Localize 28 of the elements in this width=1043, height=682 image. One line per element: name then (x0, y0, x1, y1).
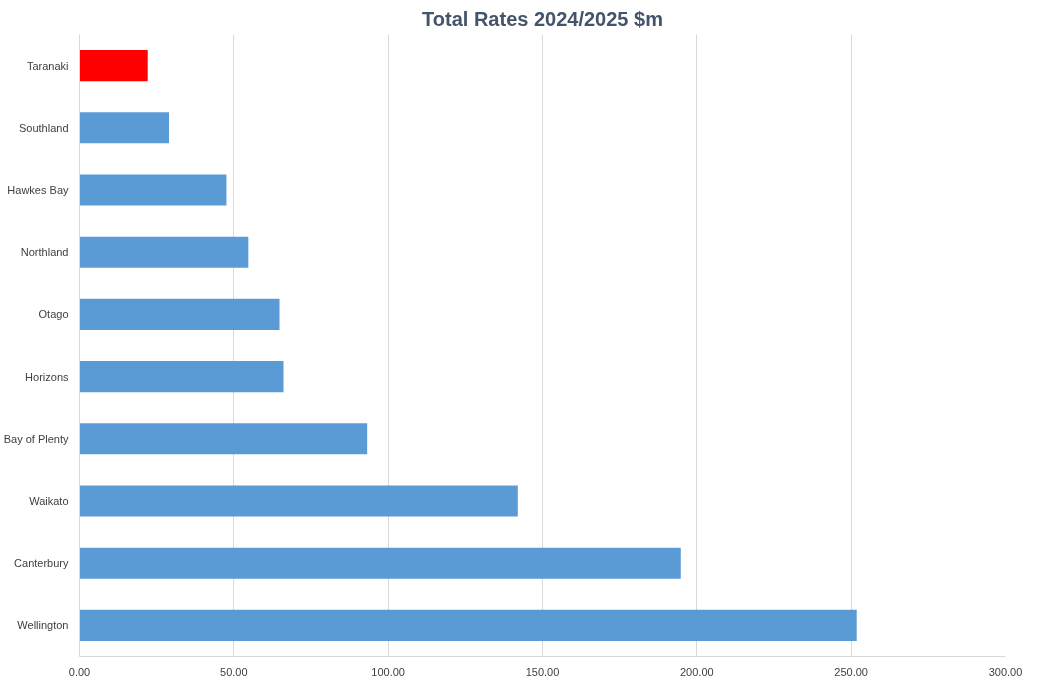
y-tick-label: Hawkes Bay (7, 184, 69, 196)
x-tick-label: 300.00 (988, 665, 1023, 678)
x-tick-label: 250.00 (834, 665, 868, 678)
bar (79, 609, 857, 641)
y-tick-label: Canterbury (14, 557, 69, 570)
bar (79, 236, 249, 268)
x-tick-label: 200.00 (680, 665, 714, 678)
bar (79, 547, 681, 579)
y-tick-label: Bay of Plenty (3, 432, 69, 445)
bar (79, 174, 227, 206)
x-tick-label: 50.00 (220, 665, 248, 678)
x-tick-label: 0.00 (68, 665, 91, 678)
x-tick-label: 150.00 (525, 665, 560, 678)
y-tick-label: Wellington (17, 619, 69, 632)
y-tick-label: Otago (38, 308, 69, 321)
y-tick-label: Horizons (25, 370, 69, 383)
y-tick-label: Northland (20, 246, 69, 259)
y-tick-label: Taranaki (26, 59, 69, 72)
bar (79, 50, 148, 82)
y-tick-label: Southland (18, 121, 69, 134)
y-tick-label: Waikato (29, 495, 69, 507)
bar (79, 298, 280, 330)
x-tick-label: 100.00 (371, 665, 405, 678)
bar (79, 485, 518, 517)
bar (79, 112, 170, 144)
chart-title: Total Rates 2024/2025 $m (422, 7, 663, 30)
bar (79, 361, 284, 393)
bar (79, 423, 368, 455)
